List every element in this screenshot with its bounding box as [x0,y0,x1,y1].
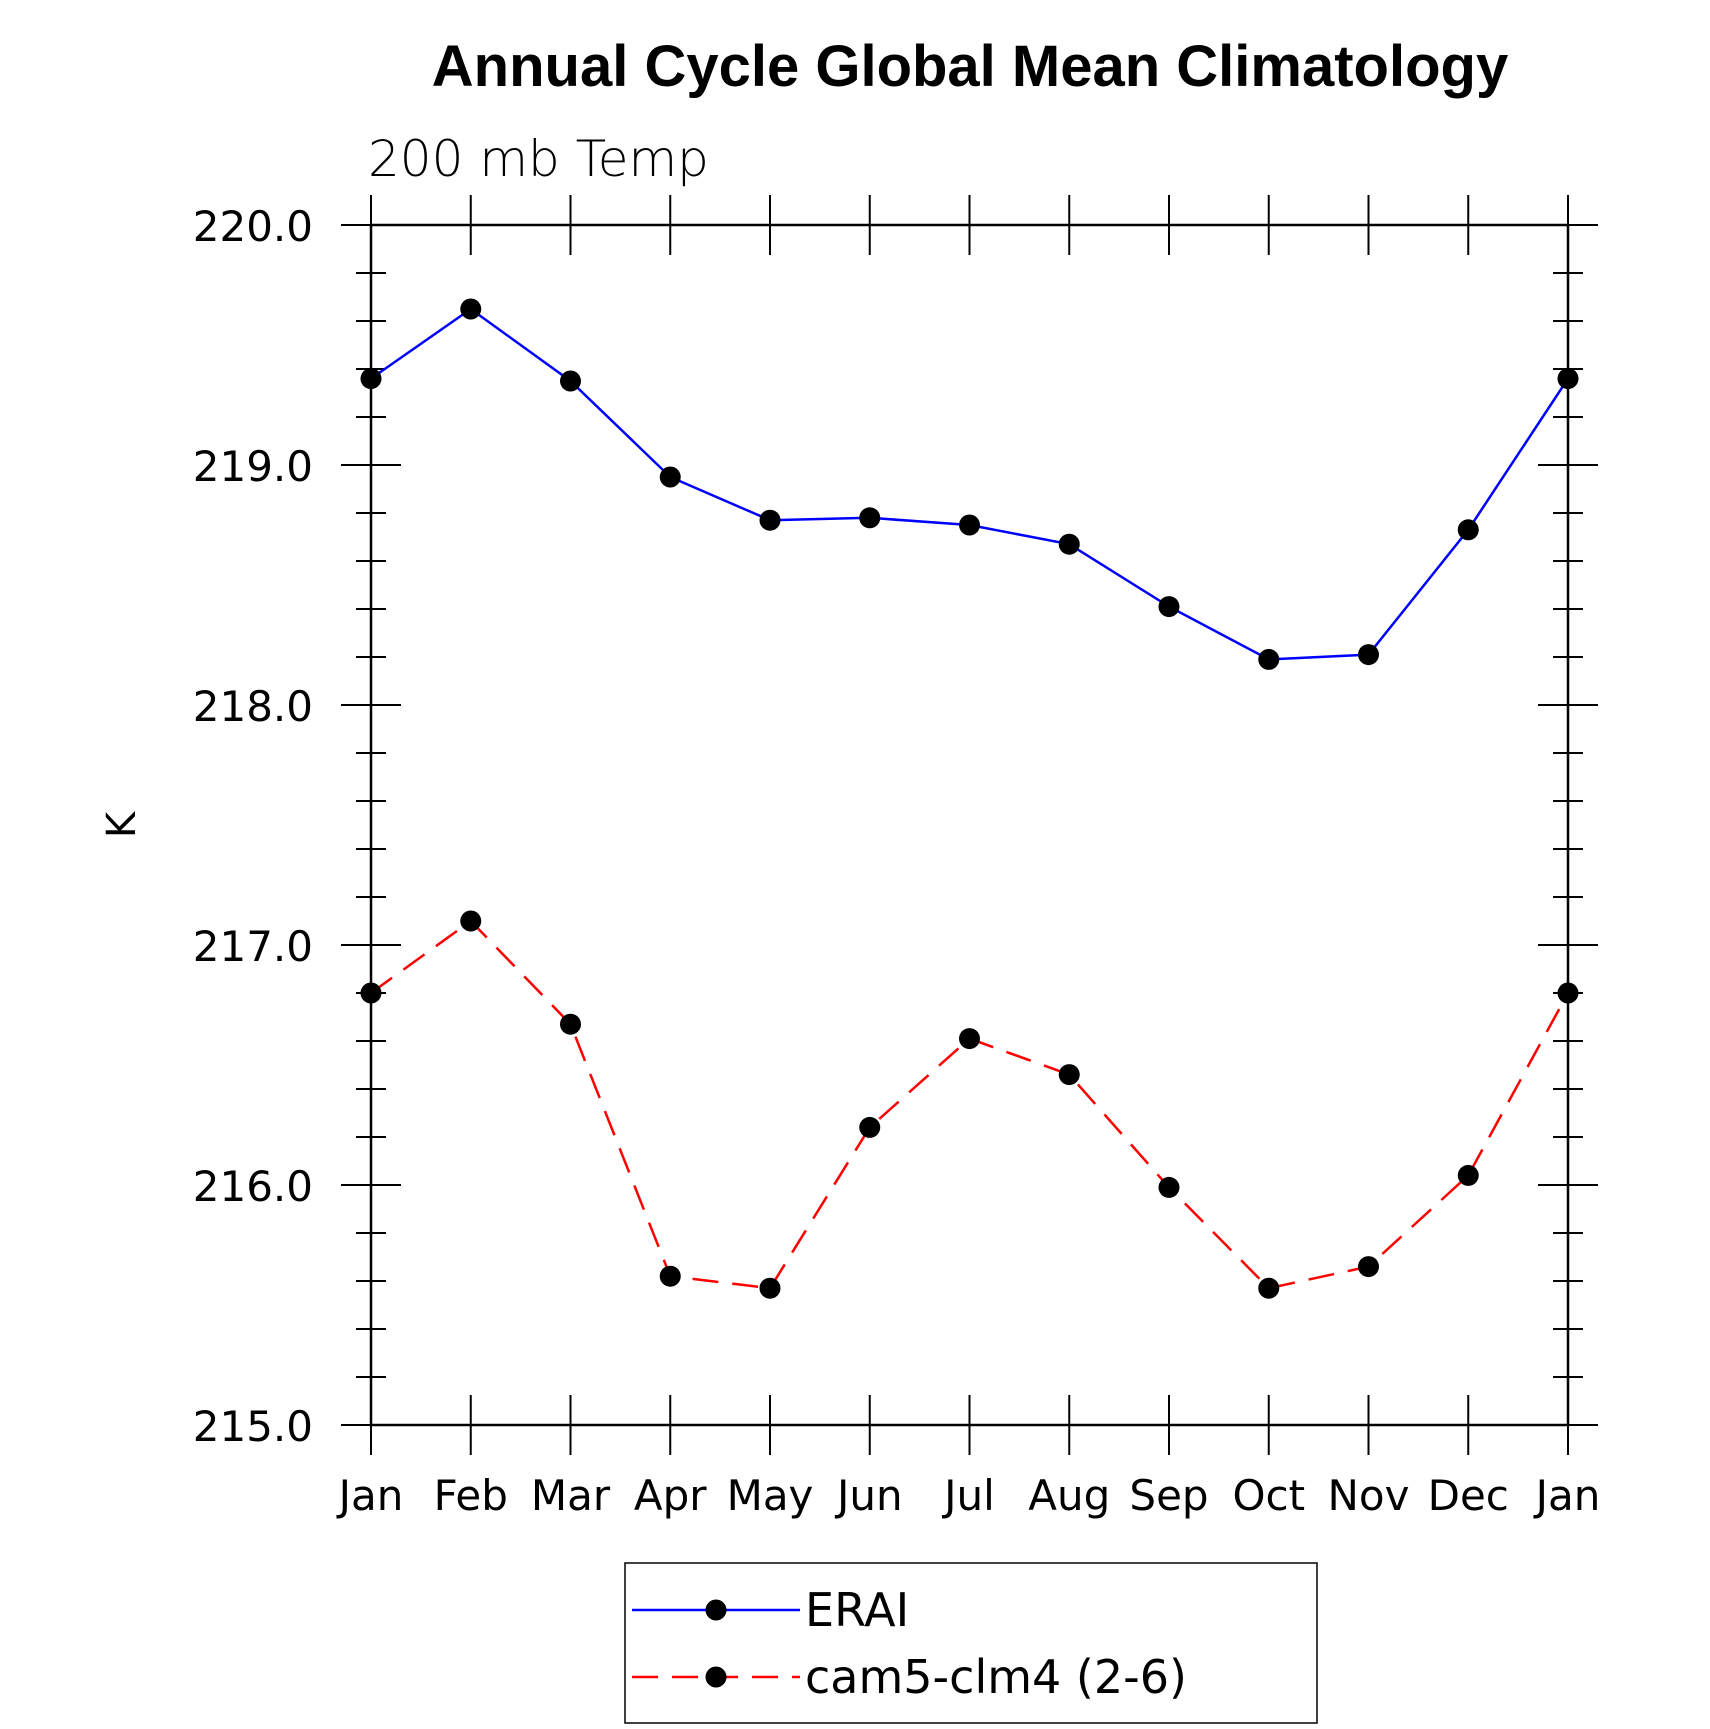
y-tick-label: 220.0 [193,202,313,251]
x-tick-label: Apr [634,1471,707,1520]
x-tick-label: Mar [531,1471,611,1520]
series-0 [360,298,1579,670]
data-point [759,1277,781,1299]
y-tick-label: 216.0 [193,1162,313,1211]
data-point [360,368,382,390]
x-tick-label: May [727,1471,814,1520]
x-tick-label: Jun [834,1471,903,1520]
data-point [1457,1164,1479,1186]
data-point [560,1013,581,1035]
legend-marker [705,1666,727,1688]
data-point [560,370,581,392]
plot-axes [369,223,1570,1427]
x-axis-ticks: Jan Feb Mar Apr May Jun Jul Aug Sep Oct Nov Dec Jan [336,195,1601,1520]
data-point [1258,648,1280,670]
data-point [1158,596,1180,618]
data-point [1557,982,1579,1004]
data-point [460,910,482,932]
legend-marker [705,1599,727,1621]
data-point [659,1265,681,1287]
data-point [1358,644,1379,666]
data-point [460,298,482,320]
chart-title: Annual Cycle Global Mean Climatology [432,34,1508,99]
data-point [1457,519,1479,541]
x-tick-label: Nov [1328,1471,1410,1520]
legend-label: cam5-clm4 (2-6) [805,1650,1187,1704]
plot-frame [369,223,1570,1427]
x-tick-label: Oct [1232,1471,1305,1520]
x-tick-label: Jul [941,1471,995,1520]
y-axis-label: K [99,810,145,838]
x-tick-label: Dec [1428,1471,1509,1520]
chart-subtitle: 200 mb Temp [368,130,709,188]
y-tick-label: 217.0 [193,922,313,971]
data-point [1158,1176,1180,1198]
data-point [859,507,881,529]
data-point [759,509,781,531]
x-tick-label: Sep [1129,1471,1208,1520]
data-point [360,982,382,1004]
y-tick-label: 218.0 [193,682,313,731]
legend-label: ERAI [805,1583,909,1637]
data-point [959,514,980,536]
data-point [659,466,681,488]
legend-box [624,1562,1318,1724]
series-layer [360,298,1579,1299]
legend: ERAI cam5-clm4 (2-6) [624,1562,1318,1724]
x-tick-label: Jan [1533,1471,1601,1520]
series-line [370,919,1570,1290]
series-1 [360,910,1579,1299]
x-tick-label: Jan [336,1471,404,1520]
data-point [859,1116,881,1138]
data-point [1258,1277,1280,1299]
x-tick-label: Feb [434,1471,508,1520]
y-axis-ticks: 215.0 216.0 217.0 218.0 219.0 220.0 [193,202,1598,1451]
x-tick-label: Aug [1028,1471,1110,1520]
y-tick-label: 219.0 [193,442,313,491]
data-point [1058,1064,1080,1086]
data-point [1358,1256,1379,1278]
y-tick-label: 215.0 [193,1402,313,1451]
data-point [1557,368,1579,390]
data-point [959,1028,980,1050]
data-point [1058,533,1080,555]
series-line [370,307,1570,661]
